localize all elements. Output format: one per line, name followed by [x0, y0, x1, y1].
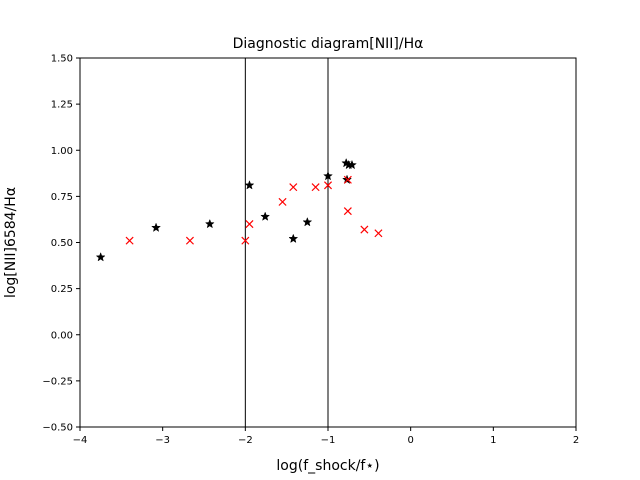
x-tick-label: 0: [407, 435, 413, 446]
x-tick-label: 1: [490, 435, 496, 446]
star-point: [347, 159, 357, 170]
x-point: [278, 197, 287, 206]
y-tick-label: 1.25: [51, 100, 73, 111]
reference-lines: [244, 58, 329, 427]
x-point: [343, 207, 352, 216]
x-tick-label: −4: [73, 435, 88, 446]
y-tick-label: 0.50: [51, 238, 73, 249]
x-tick-label: −3: [155, 435, 170, 446]
x-point: [289, 183, 298, 192]
x-point-stroke: [343, 207, 352, 216]
x-tick-label: 2: [573, 435, 579, 446]
data-points: [95, 157, 383, 262]
chart-title-group: Diagnostic diagram[NII]/Hα: [233, 36, 424, 52]
y-tick-label: 0.00: [51, 330, 73, 341]
star-point: [260, 211, 271, 221]
x-point: [374, 229, 383, 238]
y-tick-label: 0.25: [51, 284, 73, 295]
x-axis-label: log(f_shock/f⋆): [276, 458, 379, 474]
y-axis-label: log[NII]6584/Hα: [3, 187, 19, 298]
star-point: [288, 233, 299, 244]
star-point: [244, 180, 255, 190]
x-tick-label: −2: [238, 435, 253, 446]
x-point: [343, 175, 352, 184]
y-tick-label: 0.75: [51, 192, 73, 203]
x-point: [323, 181, 333, 190]
star-point: [204, 218, 215, 229]
axis-labels: log(f_shock/f⋆) log[NII]6584/Hα: [3, 187, 380, 474]
x-point: [125, 236, 134, 245]
x-point: [245, 220, 254, 229]
y-tick-label: −0.50: [42, 423, 73, 434]
x-tick-label: −1: [321, 435, 336, 446]
plot-frame: [79, 57, 577, 428]
x-point-stroke: [374, 229, 383, 238]
x-point-stroke: [245, 220, 254, 229]
x-point-stroke: [311, 183, 320, 192]
x-point: [241, 236, 250, 245]
tick-group: −4 −3 −2 −1 0 1 2 −0.50 −0.25 0.00 0.25 0.50 0.75 1.0…: [42, 54, 579, 447]
star-point: [95, 252, 106, 262]
x-point-stroke: [343, 175, 352, 184]
x-point: [360, 225, 369, 234]
x-point-stroke: [185, 236, 194, 245]
x-point-stroke: [278, 197, 287, 206]
y-tick-label: 1.00: [51, 146, 73, 157]
x-point: [311, 183, 320, 192]
star-point: [302, 217, 313, 227]
x-point-stroke: [323, 181, 333, 190]
y-tick-label: 1.50: [51, 54, 73, 65]
y-tick-label: −0.25: [42, 376, 73, 387]
x-point-stroke: [241, 236, 250, 245]
x-point-stroke: [125, 236, 134, 245]
x-point: [185, 236, 194, 245]
chart-title: Diagnostic diagram[NII]/Hα: [233, 36, 424, 52]
star-point: [323, 170, 333, 181]
x-point-stroke: [289, 183, 298, 192]
x-point-stroke: [360, 225, 369, 234]
star-point: [151, 222, 162, 232]
